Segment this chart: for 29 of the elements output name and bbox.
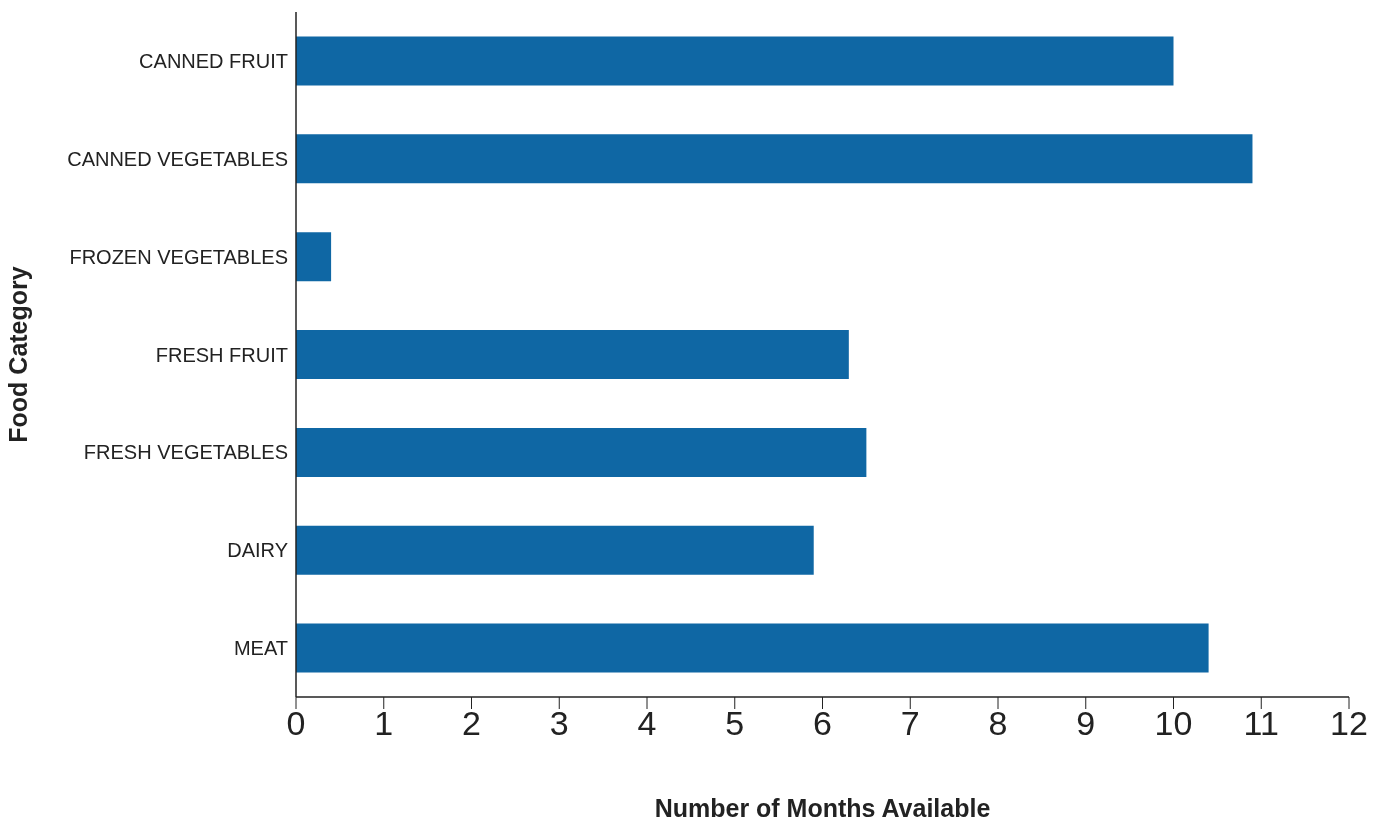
x-tick-label: 9 — [1076, 704, 1096, 743]
x-tick-label: 10 — [1154, 704, 1193, 743]
x-tick-label: 5 — [725, 704, 745, 743]
y-tick-label: FRESH VEGETABLES — [83, 441, 288, 464]
x-tick-label: 8 — [988, 704, 1008, 743]
x-tick-label: 1 — [374, 704, 394, 743]
bar — [296, 36, 1174, 86]
x-tick-label: 0 — [286, 704, 306, 743]
x-tick-label: 3 — [549, 704, 569, 743]
bar — [296, 427, 867, 477]
x-tick-label: 6 — [813, 704, 832, 743]
x-axis-title: Number of Months Available — [654, 794, 991, 822]
y-axis-title: Food Category — [3, 266, 32, 443]
x-tick-label: 2 — [462, 704, 481, 743]
y-tick-label: CANNED VEGETABLES — [67, 147, 288, 170]
bar — [296, 525, 814, 575]
x-tick-label: 12 — [1330, 704, 1368, 743]
y-tick-label: MEAT — [233, 637, 288, 660]
bar — [296, 330, 849, 380]
bar — [296, 134, 1253, 184]
y-tick-label: FROZEN VEGETABLES — [69, 245, 288, 268]
x-tick-label: 7 — [900, 704, 920, 743]
bar — [296, 232, 332, 282]
x-tick-label: 11 — [1243, 704, 1279, 743]
y-tick-label: FRESH FRUIT — [155, 343, 288, 366]
y-tick-label: CANNED FRUIT — [139, 50, 288, 73]
bar — [296, 623, 1209, 673]
y-tick-label: DAIRY — [227, 539, 288, 562]
x-tick-label: 4 — [637, 704, 657, 743]
